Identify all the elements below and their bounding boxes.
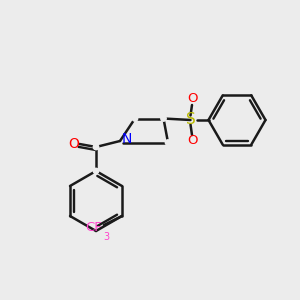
Text: S: S bbox=[186, 112, 195, 128]
Circle shape bbox=[93, 168, 99, 174]
Text: 3: 3 bbox=[103, 232, 109, 242]
Text: O: O bbox=[187, 134, 198, 148]
Text: O: O bbox=[187, 92, 198, 106]
Circle shape bbox=[165, 140, 171, 145]
Circle shape bbox=[132, 116, 138, 121]
Circle shape bbox=[93, 144, 99, 150]
Circle shape bbox=[161, 116, 166, 121]
Text: O: O bbox=[69, 137, 80, 151]
Text: CF: CF bbox=[85, 221, 102, 234]
Text: N: N bbox=[122, 132, 132, 145]
